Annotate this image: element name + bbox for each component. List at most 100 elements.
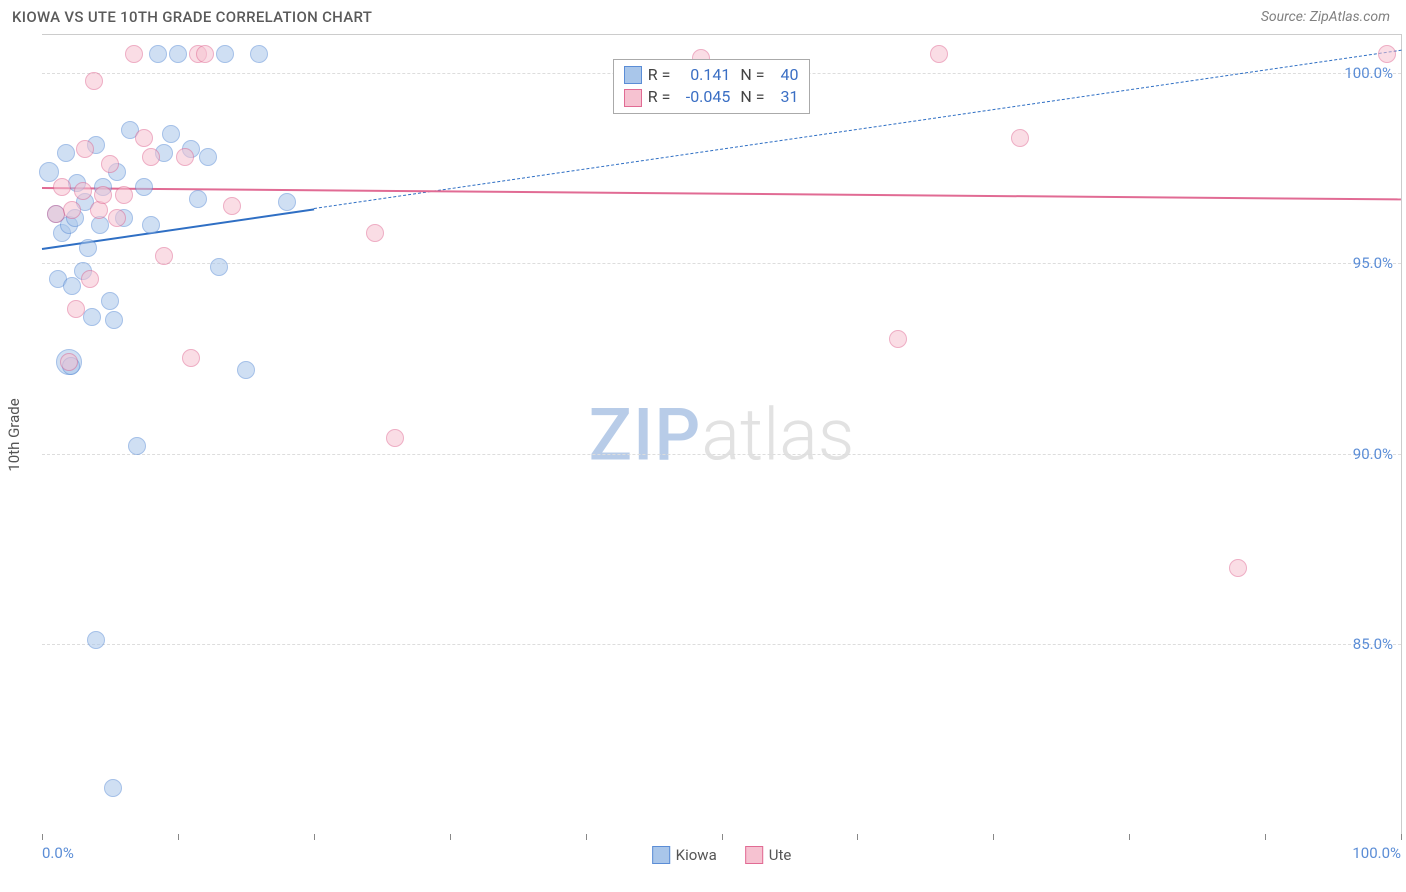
stat-swatch [624,66,642,84]
stat-r-label: R = [648,64,671,86]
gridline [42,644,1401,645]
data-point [199,148,217,166]
ytick-label: 95.0% [1353,254,1393,272]
stat-r-value: 0.141 [676,64,730,86]
data-point [74,182,92,200]
stat-r-label: R = [648,86,671,108]
data-point [135,178,153,196]
data-point [108,209,126,227]
chart-header: KIOWA VS UTE 10TH GRADE CORRELATION CHAR… [0,0,1406,30]
stat-n-label: N = [736,64,764,86]
data-point [91,216,109,234]
xtick [586,834,587,840]
xtick [42,834,43,840]
ytick-label: 90.0% [1353,445,1393,463]
data-point [125,45,143,63]
data-point [210,258,228,276]
data-point [101,292,119,310]
stats-box: R =0.141 N = 40 R =-0.045 N = 31 [613,59,810,114]
data-point [87,631,105,649]
data-point [216,45,234,63]
data-point [60,353,78,371]
stat-n-label: N = [736,86,764,108]
data-point [162,125,180,143]
trendline [314,50,1401,209]
data-point [67,300,85,318]
data-point [142,216,160,234]
data-point [169,45,187,63]
ytick-label: 85.0% [1353,635,1393,653]
data-point [386,429,404,447]
data-point [90,201,108,219]
xtick [450,834,451,840]
data-point [223,197,241,215]
xtick [722,834,723,840]
data-point [366,224,384,242]
data-point [237,361,255,379]
data-point [196,45,214,63]
legend-label-kiowa: Kiowa [676,846,717,864]
xtick [857,834,858,840]
legend-item-ute: Ute [745,846,792,864]
data-point [81,270,99,288]
data-point [182,349,200,367]
data-point [101,155,119,173]
xtick [1265,834,1266,840]
data-point [39,162,59,182]
stats-row: R =-0.045 N = 31 [624,86,799,108]
bottom-legend: Kiowa Ute [652,846,792,864]
data-point [47,205,65,223]
stat-n-value: 31 [771,86,799,108]
data-point [85,72,103,90]
data-point [104,779,122,797]
gridline [42,263,1401,264]
data-point [63,201,81,219]
data-point [1378,45,1396,63]
data-point [79,239,97,257]
data-point [176,148,194,166]
data-point [76,140,94,158]
xtick [993,834,994,840]
data-point [1011,129,1029,147]
xtick-label: 100.0% [1352,844,1401,862]
chart-container: 10th Grade ZIPatlas 100.0%95.0%90.0%85.0… [42,34,1402,834]
legend-item-kiowa: Kiowa [652,846,717,864]
trendline [42,187,1401,200]
legend-label-ute: Ute [769,846,792,864]
stat-n-value: 40 [771,64,799,86]
gridline [42,454,1401,455]
data-point [1229,559,1247,577]
plot-area: 100.0%95.0%90.0%85.0%0.0%100.0% [42,35,1401,834]
data-point [250,45,268,63]
y-axis-label: 10th Grade [5,398,23,471]
data-point [889,330,907,348]
xtick [178,834,179,840]
data-point [105,311,123,329]
xtick [1401,834,1402,840]
data-point [63,277,81,295]
data-point [149,45,167,63]
xtick [314,834,315,840]
legend-swatch-kiowa [652,846,670,864]
xtick [1129,834,1130,840]
data-point [128,437,146,455]
data-point [930,45,948,63]
data-point [189,190,207,208]
xtick-label: 0.0% [42,844,74,862]
ytick-label: 100.0% [1344,64,1393,82]
data-point [94,186,112,204]
data-point [155,247,173,265]
stat-r-value: -0.045 [676,86,730,108]
stat-swatch [624,89,642,107]
stats-row: R =0.141 N = 40 [624,64,799,86]
source-label: Source: ZipAtlas.com [1261,9,1390,25]
data-point [83,308,101,326]
data-point [142,148,160,166]
data-point [53,178,71,196]
data-point [115,186,133,204]
chart-title: KIOWA VS UTE 10TH GRADE CORRELATION CHAR… [12,8,372,26]
legend-swatch-ute [745,846,763,864]
data-point [278,193,296,211]
data-point [135,129,153,147]
data-point [57,144,75,162]
